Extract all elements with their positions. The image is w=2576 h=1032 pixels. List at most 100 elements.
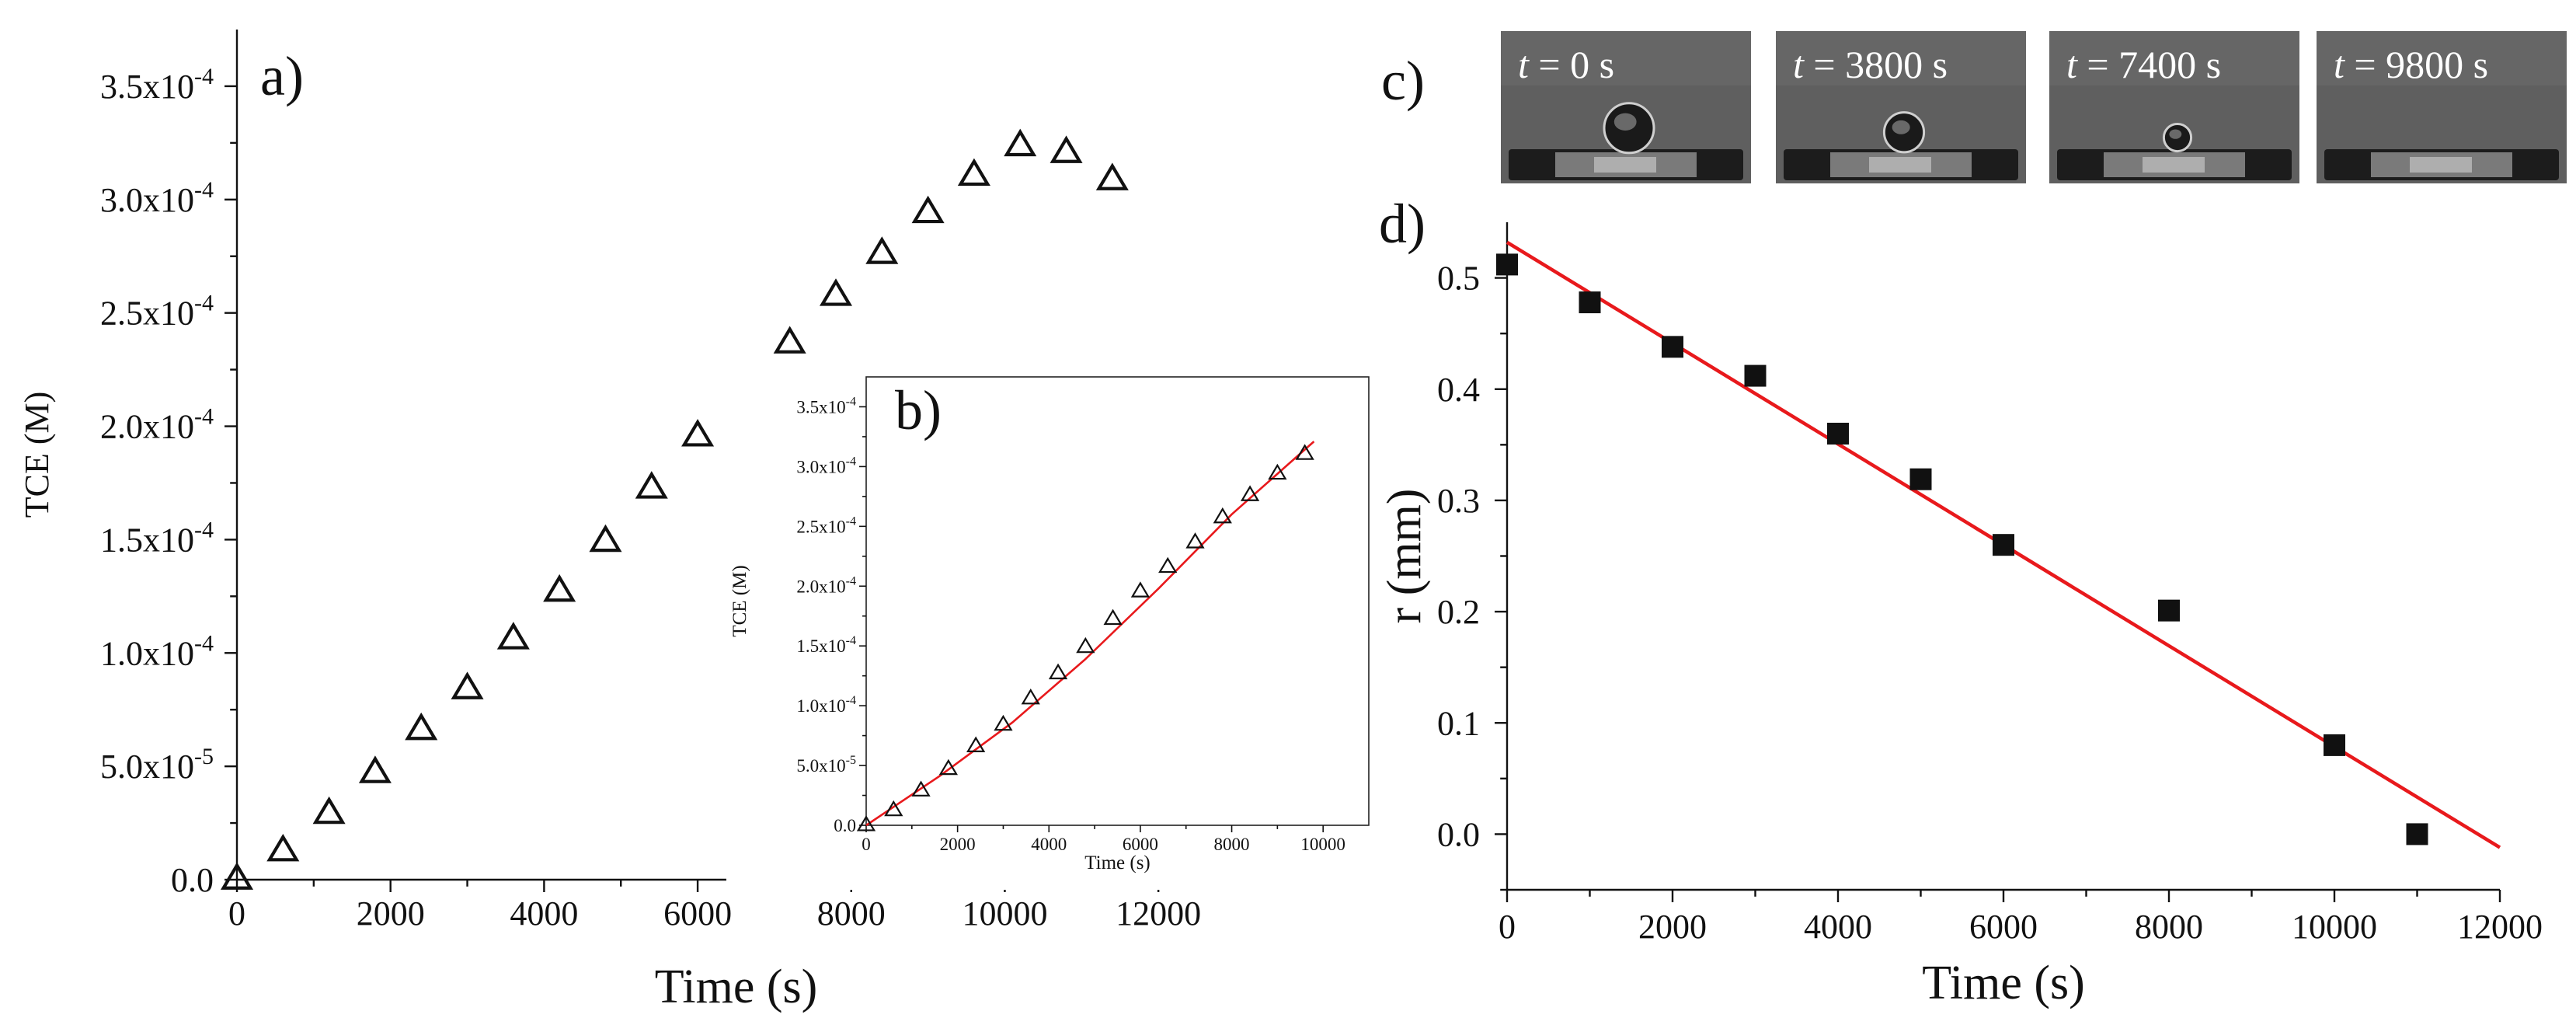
y-tick-label: 3.5x10-4 (796, 395, 856, 417)
chart-d: 0 2000 4000 6000 8000 10000 12000 0.0 0.1 0.2 0.3 0… (1378, 193, 2543, 1009)
y-tick-exponent: -5 (846, 754, 856, 767)
data-point-triangle (994, 714, 1013, 731)
x-tick-label: 10000 (2292, 908, 2377, 946)
droplet-highlight (2169, 129, 2182, 139)
data-point-triangle (220, 862, 254, 890)
data-point-triangle (405, 712, 438, 741)
data-point-triangle (1158, 556, 1178, 574)
data-point-square (1993, 534, 2014, 556)
y-tick-mantissa: 0.0 (171, 861, 214, 899)
data-point-triangle (635, 471, 668, 499)
y-tick-exponent: -5 (194, 744, 214, 769)
data-point-square (2158, 599, 2180, 622)
frame-caption: t = 9800 s (2334, 43, 2488, 86)
data-point-triangle (856, 815, 876, 832)
substrate-reflection (1594, 157, 1656, 173)
panel-label: a) (260, 45, 304, 107)
data-point-triangle (1240, 485, 1260, 501)
data-point-triangle (1004, 128, 1037, 157)
x-tick-label: 6000 (663, 894, 732, 933)
data-point-triangle (911, 780, 931, 797)
y-tick-label: 3.0x10-4 (100, 177, 214, 219)
caption-variable: t (2066, 43, 2078, 86)
frame-caption: t = 0 s (1518, 43, 1614, 86)
data-point-triangle (1021, 688, 1040, 705)
data-point-triangle (312, 796, 346, 825)
x-axis-title: Time (s) (1922, 957, 2085, 1009)
y-tick-label: 5.0x10-5 (100, 744, 214, 786)
caption-variable: t (1518, 43, 1530, 86)
y-tick-exponent: -4 (194, 404, 214, 430)
x-tick-label: 8000 (2135, 908, 2203, 946)
data-point-triangle (1050, 135, 1083, 163)
fit-line (865, 441, 1315, 827)
x-tick-label: 6000 (1123, 835, 1158, 854)
panel-label: c) (1381, 50, 1425, 112)
frame-top-shade (1501, 31, 1751, 85)
data-point-triangle (884, 800, 903, 817)
caption-variable: t (2334, 43, 2345, 86)
frame-top-shade (2049, 31, 2299, 85)
caption-time: = 3800 s (1804, 43, 1948, 86)
y-tick-mantissa: 3.0x10 (796, 457, 845, 476)
y-tick-label: 0.3 (1437, 482, 1480, 520)
y-tick-exponent: -4 (194, 64, 214, 89)
data-point-triangle (1185, 532, 1205, 549)
y-tick-mantissa: 5.0x10 (796, 756, 845, 776)
panel-label: b) (895, 379, 942, 441)
y-tick-label: 0.5 (1437, 260, 1480, 298)
y-tick-label: 0.0 (1437, 815, 1480, 853)
data-point-triangle (1103, 608, 1123, 626)
substrate-reflection (1869, 157, 1931, 173)
y-tick-label: 2.0x10-4 (100, 404, 214, 446)
x-tick-label: 0 (1499, 908, 1516, 946)
data-point-triangle (938, 758, 959, 776)
y-tick-exponent: -4 (194, 177, 214, 203)
plot-frame (865, 376, 1370, 826)
y-tick-label: 1.5x10-4 (796, 634, 856, 656)
substrate-reflection (2143, 157, 2205, 173)
y-tick-label: 0.2 (1437, 593, 1480, 631)
caption-time: = 7400 s (2077, 43, 2221, 86)
x-tick-label: 4000 (1804, 908, 1872, 946)
x-tick-label: 2000 (357, 894, 425, 933)
y-tick-mantissa: 2.5x10 (100, 295, 194, 333)
x-tick-label: 8000 (1214, 835, 1250, 854)
y-tick-mantissa: 2.0x10 (100, 408, 194, 446)
x-tick-label: 2000 (1638, 908, 1707, 946)
data-point-triangle (1048, 663, 1068, 680)
x-tick-label: 10000 (962, 894, 1047, 933)
y-tick-label: 2.5x10-4 (100, 291, 214, 333)
data-point-triangle (266, 833, 300, 862)
panel-label: d) (1379, 193, 1426, 255)
data-point-triangle (1268, 463, 1287, 480)
x-tick-label: 4000 (510, 894, 578, 933)
data-point-triangle (543, 574, 576, 602)
y-tick-exponent: -4 (194, 291, 214, 316)
droplet-frame: t = 7400 s (2049, 31, 2299, 183)
data-point-square (2324, 734, 2345, 756)
frame-caption: t = 7400 s (2066, 43, 2221, 86)
x-axis-title: Time (s) (655, 961, 818, 1013)
x-tick-label: 0 (228, 894, 245, 933)
caption-variable: t (1793, 43, 1805, 86)
y-tick-exponent: -4 (846, 574, 856, 587)
y-axis-title: TCE (M) (18, 392, 56, 518)
y-tick-mantissa: 3.5x10 (100, 68, 194, 106)
y-tick-exponent: -4 (846, 514, 856, 528)
y-tick-mantissa: 1.0x10 (100, 634, 194, 672)
data-point-triangle (819, 278, 853, 306)
droplet-highlight (1613, 113, 1637, 131)
droplet-highlight (1892, 120, 1910, 134)
y-tick-exponent: -4 (846, 634, 856, 647)
x-tick-label: 8000 (817, 894, 886, 933)
y-tick-mantissa: 2.0x10 (796, 577, 845, 596)
data-point-square (1662, 336, 1683, 358)
y-tick-mantissa: 0.0 (834, 816, 856, 835)
y-tick-label: 5.0x10-5 (796, 754, 856, 776)
data-point-square (1579, 291, 1601, 314)
y-tick-label: 3.0x10-4 (796, 455, 856, 476)
y-axis-title: r (mm) (1378, 489, 1431, 624)
caption-time: = 0 s (1529, 43, 1614, 86)
